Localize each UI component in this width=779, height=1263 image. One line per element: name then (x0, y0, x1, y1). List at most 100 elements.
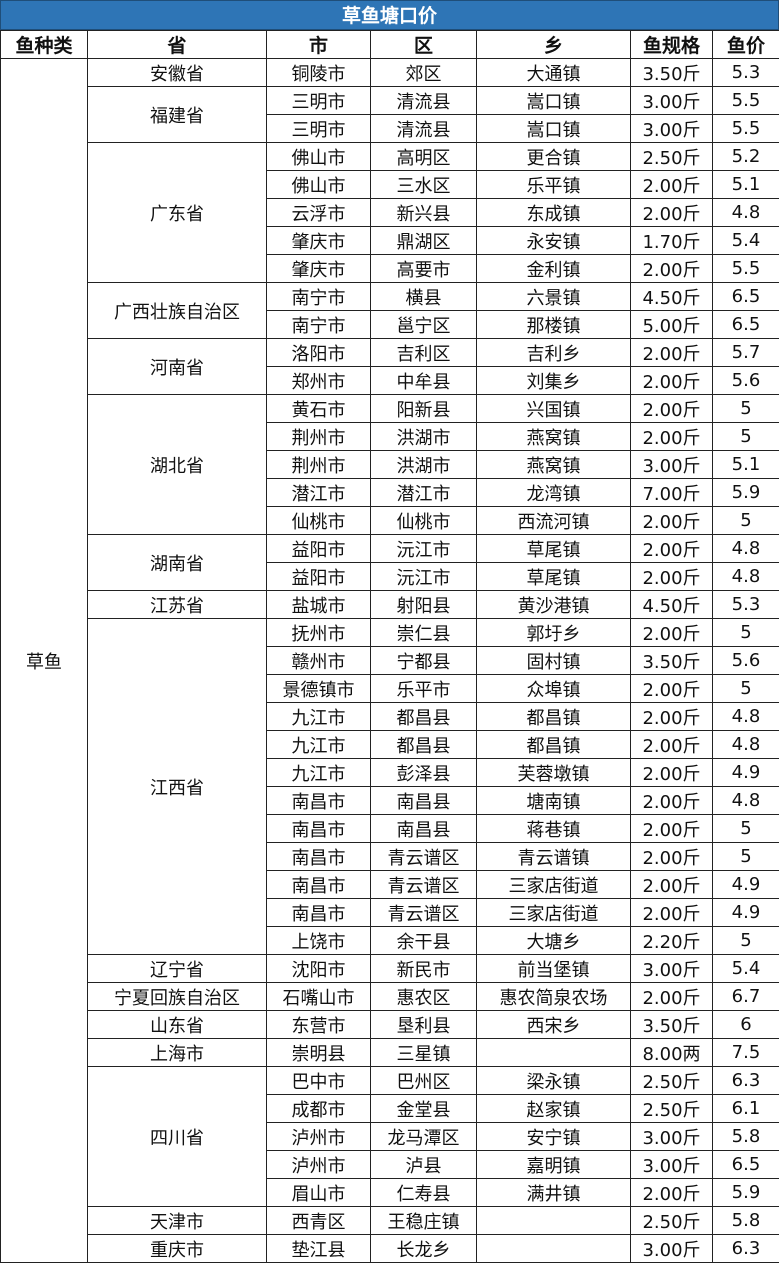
city-cell: 南昌市 (267, 899, 371, 927)
spec-cell: 2.50斤 (631, 1207, 713, 1235)
province-cell: 山东省 (88, 1011, 267, 1039)
district-cell: 乐平市 (371, 675, 477, 703)
spec-cell: 7.00斤 (631, 479, 713, 507)
district-cell: 横县 (371, 283, 477, 311)
city-cell: 崇明县 (267, 1039, 371, 1067)
fish-type-cell: 草鱼 (1, 59, 88, 1263)
price-cell: 5 (713, 619, 779, 647)
district-cell: 南昌县 (371, 815, 477, 843)
district-cell: 洪湖市 (371, 451, 477, 479)
province-cell: 四川省 (88, 1067, 267, 1207)
price-cell: 4.8 (713, 563, 779, 591)
price-cell: 6.3 (713, 1067, 779, 1095)
city-cell: 沈阳市 (267, 955, 371, 983)
city-cell: 南宁市 (267, 283, 371, 311)
price-cell: 5.5 (713, 255, 779, 283)
spec-cell: 4.50斤 (631, 283, 713, 311)
district-cell: 三星镇 (371, 1039, 477, 1067)
city-cell: 潜江市 (267, 479, 371, 507)
district-cell: 青云谱区 (371, 843, 477, 871)
spec-cell: 1.70斤 (631, 227, 713, 255)
price-cell: 5.9 (713, 1179, 779, 1207)
town-cell: 六景镇 (477, 283, 631, 311)
city-cell: 益阳市 (267, 563, 371, 591)
district-cell: 沅江市 (371, 563, 477, 591)
district-cell: 三水区 (371, 171, 477, 199)
town-cell: 燕窝镇 (477, 423, 631, 451)
spec-cell: 2.00斤 (631, 199, 713, 227)
province-cell: 福建省 (88, 87, 267, 143)
city-cell: 南昌市 (267, 815, 371, 843)
city-cell: 西青区 (267, 1207, 371, 1235)
town-cell: 三家店街道 (477, 871, 631, 899)
city-cell: 上饶市 (267, 927, 371, 955)
town-cell: 塘南镇 (477, 787, 631, 815)
price-cell: 5.2 (713, 143, 779, 171)
city-cell: 九江市 (267, 731, 371, 759)
town-cell: 梁永镇 (477, 1067, 631, 1095)
price-cell: 5 (713, 843, 779, 871)
price-cell: 5.5 (713, 115, 779, 143)
spec-cell: 2.00斤 (631, 871, 713, 899)
town-cell (477, 1039, 631, 1067)
price-cell: 5 (713, 927, 779, 955)
district-cell: 垦利县 (371, 1011, 477, 1039)
district-cell: 新民市 (371, 955, 477, 983)
province-cell: 安徽省 (88, 59, 267, 87)
district-cell: 潜江市 (371, 479, 477, 507)
price-cell: 5 (713, 423, 779, 451)
header-province: 省 (88, 31, 267, 59)
spec-cell: 3.00斤 (631, 1151, 713, 1179)
price-cell: 4.8 (713, 535, 779, 563)
city-cell: 南宁市 (267, 311, 371, 339)
town-cell: 西宋乡 (477, 1011, 631, 1039)
spec-cell: 2.00斤 (631, 367, 713, 395)
price-cell: 6.5 (713, 311, 779, 339)
city-cell: 肇庆市 (267, 227, 371, 255)
price-cell: 6.7 (713, 983, 779, 1011)
city-cell: 石嘴山市 (267, 983, 371, 1011)
spec-cell: 3.00斤 (631, 1123, 713, 1151)
town-cell: 惠农简泉农场 (477, 983, 631, 1011)
town-cell: 那楼镇 (477, 311, 631, 339)
spec-cell: 2.00斤 (631, 563, 713, 591)
spec-cell: 2.50斤 (631, 1095, 713, 1123)
spec-cell: 5.00斤 (631, 311, 713, 339)
district-cell: 高明区 (371, 143, 477, 171)
spec-cell: 2.00斤 (631, 507, 713, 535)
spec-cell: 2.00斤 (631, 731, 713, 759)
city-cell: 九江市 (267, 759, 371, 787)
price-cell: 5.8 (713, 1207, 779, 1235)
district-cell: 鼎湖区 (371, 227, 477, 255)
spec-cell: 3.00斤 (631, 115, 713, 143)
city-cell: 巴中市 (267, 1067, 371, 1095)
district-cell: 中牟县 (371, 367, 477, 395)
price-cell: 5.6 (713, 647, 779, 675)
price-cell: 5 (713, 395, 779, 423)
district-cell: 沅江市 (371, 535, 477, 563)
city-cell: 仙桃市 (267, 507, 371, 535)
town-cell: 乐平镇 (477, 171, 631, 199)
price-cell: 5.9 (713, 479, 779, 507)
price-cell: 6.5 (713, 283, 779, 311)
spec-cell: 3.50斤 (631, 1011, 713, 1039)
spec-cell: 2.00斤 (631, 815, 713, 843)
header-price: 鱼价 (713, 31, 779, 59)
city-cell: 云浮市 (267, 199, 371, 227)
town-cell: 嵩口镇 (477, 115, 631, 143)
province-cell: 宁夏回族自治区 (88, 983, 267, 1011)
town-cell: 固村镇 (477, 647, 631, 675)
spec-cell: 2.00斤 (631, 703, 713, 731)
price-cell: 4.8 (713, 199, 779, 227)
price-cell: 4.8 (713, 703, 779, 731)
town-cell: 满井镇 (477, 1179, 631, 1207)
